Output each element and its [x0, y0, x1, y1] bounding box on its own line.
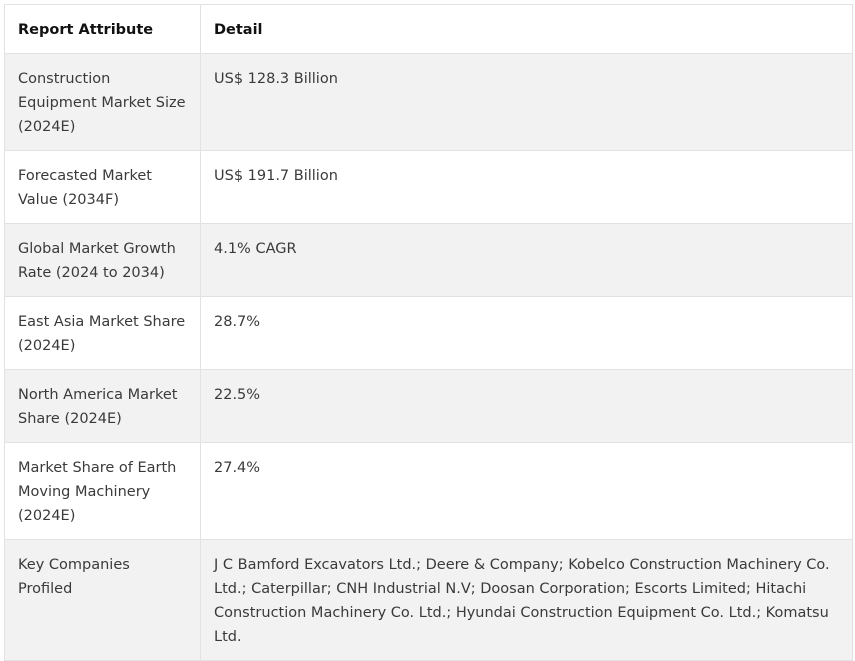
detail-cell: 28.7%	[200, 296, 853, 370]
attribute-cell: North America Market Share (2024E)	[4, 369, 201, 443]
header-row: Report Attribute Detail	[4, 4, 853, 54]
table-row: Construction Equipment Market Size (2024…	[4, 53, 853, 151]
attribute-cell: Forecasted Market Value (2034F)	[4, 150, 201, 224]
detail-cell: US$ 191.7 Billion	[200, 150, 853, 224]
attribute-cell: Global Market Growth Rate (2024 to 2034)	[4, 223, 201, 297]
header-report-attribute: Report Attribute	[4, 4, 201, 54]
attribute-cell: Market Share of Earth Moving Machinery (…	[4, 442, 201, 540]
table-row: East Asia Market Share (2024E) 28.7%	[4, 296, 853, 370]
table-row: Market Share of Earth Moving Machinery (…	[4, 442, 853, 540]
table-row: North America Market Share (2024E) 22.5%	[4, 369, 853, 443]
table-row: Key Companies Profiled J C Bamford Excav…	[4, 539, 853, 661]
detail-cell: 4.1% CAGR	[200, 223, 853, 297]
table-header: Report Attribute Detail	[4, 4, 853, 54]
attribute-cell: Key Companies Profiled	[4, 539, 201, 661]
detail-cell: 27.4%	[200, 442, 853, 540]
table-row: Forecasted Market Value (2034F) US$ 191.…	[4, 150, 853, 224]
detail-cell: US$ 128.3 Billion	[200, 53, 853, 151]
detail-cell: 22.5%	[200, 369, 853, 443]
header-detail: Detail	[200, 4, 853, 54]
attribute-cell: East Asia Market Share (2024E)	[4, 296, 201, 370]
table-row: Global Market Growth Rate (2024 to 2034)…	[4, 223, 853, 297]
detail-cell: J C Bamford Excavators Ltd.; Deere & Com…	[200, 539, 853, 661]
report-attributes-table: Report Attribute Detail Construction Equ…	[4, 4, 853, 661]
attribute-cell: Construction Equipment Market Size (2024…	[4, 53, 201, 151]
table-body: Construction Equipment Market Size (2024…	[4, 53, 853, 661]
